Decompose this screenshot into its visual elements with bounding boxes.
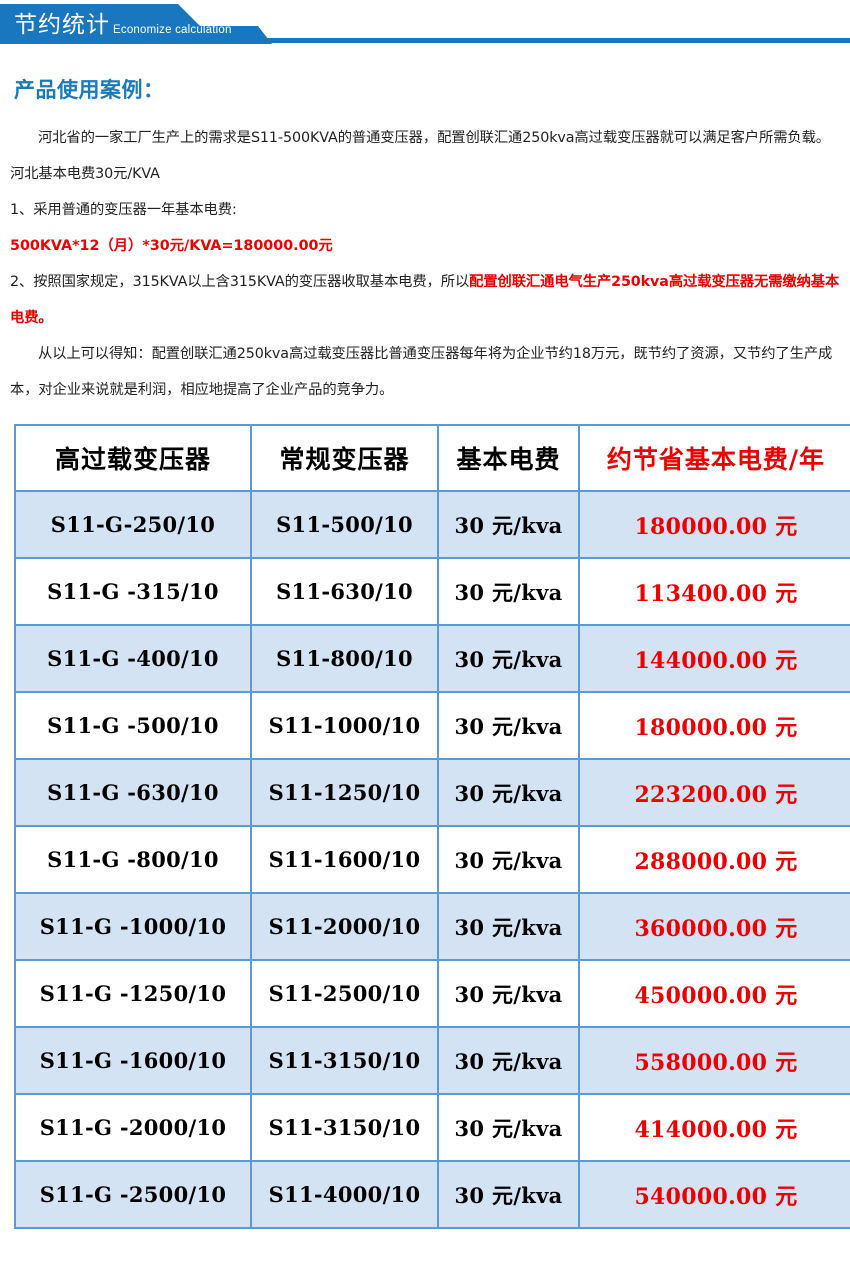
table-row: S11-G -630/10 S11-1250/10 30 元/kva 223200.0… [14, 758, 850, 827]
cell-annual-savings: 450000.00 元 [578, 959, 850, 1028]
savings-table-wrapper: 高过载变压器 常规变压器 基本电费 约节省基本电费/年 S11-G-250/10… [14, 424, 850, 1229]
cell-base-fee: 30 元/kva [437, 624, 580, 693]
paragraph-item-2-black: 2、按照国家规定，315KVA以上含315KVA的变压器收取基本电费，所以 [10, 274, 470, 290]
cell-annual-savings: 180000.00 元 [578, 691, 850, 760]
banner-title-cn: 节约统计 [14, 12, 110, 38]
cell-high-overload: S11-G -630/10 [14, 758, 252, 827]
table-row: S11-G -2000/10 S11-3150/10 30 元/kva 414000.… [14, 1093, 850, 1162]
paragraph-base-fee: 河北基本电费30元/KVA [10, 166, 160, 182]
cell-annual-savings: 360000.00 元 [578, 892, 850, 961]
table-body: S11-G-250/10 S11-500/10 30 元/kva 180000.00 … [14, 490, 850, 1229]
paragraph-conclusion: 从以上可以得知：配置创联汇通250kva高过载变压器比普通变压器每年将为企业节约… [10, 346, 833, 398]
cell-base-fee: 30 元/kva [437, 1160, 580, 1229]
table-row: S11-G -315/10 S11-630/10 30 元/kva 113400.00… [14, 557, 850, 626]
paragraph-intro: 河北省的一家工厂生产上的需求是S11-500KVA的普通变压器，配置创联汇通25… [38, 130, 830, 146]
table-row: S11-G -500/10 S11-1000/10 30 元/kva 180000.0… [14, 691, 850, 760]
cell-base-fee: 30 元/kva [437, 557, 580, 626]
cell-high-overload: S11-G -800/10 [14, 825, 252, 894]
cell-conventional: S11-630/10 [250, 557, 439, 626]
formula-line: 500KVA*12（月）*30元/KVA=180000.00元 [10, 238, 333, 254]
table-row: S11-G -2500/10 S11-4000/10 30 元/kva 540000.… [14, 1160, 850, 1229]
table-row: S11-G-250/10 S11-500/10 30 元/kva 180000.00 … [14, 490, 850, 559]
cell-high-overload: S11-G-250/10 [14, 490, 252, 559]
cell-high-overload: S11-G -315/10 [14, 557, 252, 626]
cell-high-overload: S11-G -1600/10 [14, 1026, 252, 1095]
banner-title-group: 节约统计 Economize calculation [14, 4, 232, 44]
table-row: S11-G -1600/10 S11-3150/10 30 元/kva 558000.… [14, 1026, 850, 1095]
cell-high-overload: S11-G -400/10 [14, 624, 252, 693]
cell-annual-savings: 180000.00 元 [578, 490, 850, 559]
cell-conventional: S11-3150/10 [250, 1093, 439, 1162]
cell-annual-savings: 288000.00 元 [578, 825, 850, 894]
cell-conventional: S11-500/10 [250, 490, 439, 559]
cell-conventional: S11-800/10 [250, 624, 439, 693]
cell-base-fee: 30 元/kva [437, 825, 580, 894]
table-row: S11-G -400/10 S11-800/10 30 元/kva 144000.00… [14, 624, 850, 693]
cell-high-overload: S11-G -2500/10 [14, 1160, 252, 1229]
cell-annual-savings: 113400.00 元 [578, 557, 850, 626]
table-row: S11-G -1000/10 S11-2000/10 30 元/kva 360000.… [14, 892, 850, 961]
cell-conventional: S11-4000/10 [250, 1160, 439, 1229]
table-row: S11-G -800/10 S11-1600/10 30 元/kva 288000.0… [14, 825, 850, 894]
table-row: S11-G -1250/10 S11-2500/10 30 元/kva 450000.… [14, 959, 850, 1028]
cell-base-fee: 30 元/kva [437, 1093, 580, 1162]
paragraph-item-1: 1、采用普通的变压器一年基本电费: [10, 202, 237, 218]
cell-conventional: S11-1250/10 [250, 758, 439, 827]
table-header: 高过载变压器 常规变压器 基本电费 约节省基本电费/年 [14, 424, 850, 492]
cell-annual-savings: 414000.00 元 [578, 1093, 850, 1162]
cell-base-fee: 30 元/kva [437, 691, 580, 760]
cell-high-overload: S11-G -1000/10 [14, 892, 252, 961]
cell-high-overload: S11-G -1250/10 [14, 959, 252, 1028]
cell-annual-savings: 540000.00 元 [578, 1160, 850, 1229]
cell-conventional: S11-2500/10 [250, 959, 439, 1028]
cell-base-fee: 30 元/kva [437, 959, 580, 1028]
cell-high-overload: S11-G -2000/10 [14, 1093, 252, 1162]
page-banner: 节约统计 Economize calculation [0, 0, 850, 48]
banner-rule [0, 38, 850, 43]
cell-base-fee: 30 元/kva [437, 1026, 580, 1095]
cell-conventional: S11-1600/10 [250, 825, 439, 894]
column-header-high-overload: 高过载变压器 [14, 424, 252, 492]
column-header-annual-savings: 约节省基本电费/年 [578, 424, 850, 492]
cell-annual-savings: 144000.00 元 [578, 624, 850, 693]
cell-base-fee: 30 元/kva [437, 490, 580, 559]
page-title: 产品使用案例： [14, 78, 165, 102]
savings-table: 高过载变压器 常规变压器 基本电费 约节省基本电费/年 S11-G-250/10… [14, 424, 850, 1229]
table-header-row: 高过载变压器 常规变压器 基本电费 约节省基本电费/年 [14, 424, 850, 492]
page-content: 产品使用案例： 河北省的一家工厂生产上的需求是S11-500KVA的普通变压器，… [0, 74, 850, 1229]
cell-annual-savings: 223200.00 元 [578, 758, 850, 827]
paragraph-item-2-red: 配置创联汇通电气生产250kva高过载变压器无需缴纳基本电费。 [10, 274, 840, 326]
cell-high-overload: S11-G -500/10 [14, 691, 252, 760]
column-header-conventional: 常规变压器 [250, 424, 439, 492]
cell-conventional: S11-1000/10 [250, 691, 439, 760]
banner-title-en: Economize calculation [113, 23, 232, 36]
cell-conventional: S11-3150/10 [250, 1026, 439, 1095]
column-header-base-fee: 基本电费 [437, 424, 580, 492]
cell-base-fee: 30 元/kva [437, 892, 580, 961]
cell-conventional: S11-2000/10 [250, 892, 439, 961]
cell-annual-savings: 558000.00 元 [578, 1026, 850, 1095]
paragraph-item-2: 2、按照国家规定，315KVA以上含315KVA的变压器收取基本电费，所以配置创… [10, 264, 842, 336]
cell-base-fee: 30 元/kva [437, 758, 580, 827]
